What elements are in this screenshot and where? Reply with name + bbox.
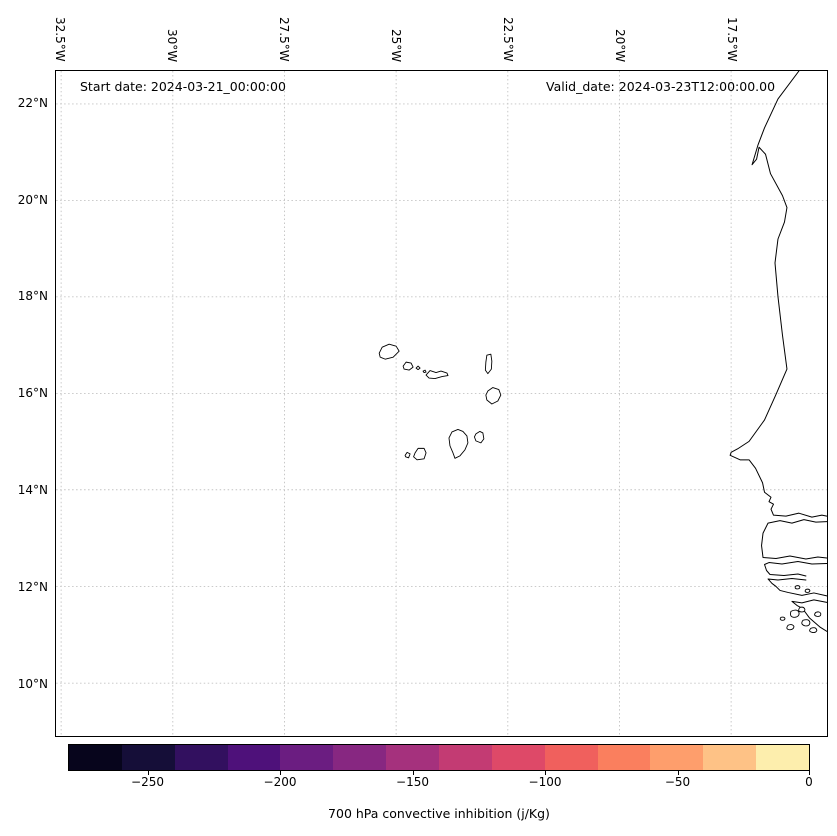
gridlines [56,71,827,736]
xtick-label-17-5w: 17.5°W [725,17,739,62]
map-axes: Start date: 2024-03-21_00:00:00 Valid_da… [55,70,828,737]
xtick-label-32-5w: 32.5°W [53,17,67,62]
colorbar-segment [491,745,545,770]
bijagos-islands-path [779,585,822,634]
colorbar-segment [756,745,810,770]
ytick-label-20n: 20°N [17,193,48,207]
xtick-label-20w: 20°W [613,28,627,62]
xtick-label-25w: 25°W [389,28,403,62]
colorbar-segment [544,745,598,770]
colorbar-tick-label: 0 [805,775,813,789]
colorbar-tick-label: −100 [528,775,562,789]
xtick-label-27-5w: 27.5°W [277,17,291,62]
colorbar-tick-label: −50 [664,775,691,789]
colorbar-segment [333,745,387,770]
colorbar-tick [677,771,679,775]
colorbar-segment [227,745,281,770]
colorbar-gradient [68,744,810,771]
colorbar-tick [809,771,810,775]
colorbar-segment [650,745,704,770]
colorbar: −250 −200 −150 −100 −50 0 700 hPa convec… [68,744,813,821]
colorbar-segment [597,745,651,770]
colorbar-tick [545,771,546,775]
colorbar-segment [174,745,228,770]
colorbar-segment [121,745,175,770]
colorbar-segment [439,745,492,770]
colorbar-tick-label: −200 [263,775,297,789]
ytick-label-22n: 22°N [17,96,48,110]
africa-coastline-path [729,71,827,632]
ytick-label-14n: 14°N [17,483,48,497]
colorbar-caption: 700 hPa convective inhibition (j/Kg) [328,806,550,821]
valid-date-label: Valid_date: 2024-03-23T12:00:00.00 [546,79,776,94]
colorbar-tick [147,771,149,775]
ytick-label-16n: 16°N [17,386,48,400]
colorbar-tick [280,771,281,775]
xtick-label-30w: 30°W [165,28,179,62]
capeverde-islands-path [378,343,502,461]
ytick-label-10n: 10°N [17,677,48,691]
map-canvas [56,71,827,736]
colorbar-tick-label: −150 [396,775,429,789]
colorbar-segment [280,745,334,770]
ytick-label-12n: 12°N [17,580,48,594]
colorbar-segment [703,745,757,770]
ytick-label-18n: 18°N [17,289,48,303]
colorbar-segment [69,745,122,770]
colorbar-tick [412,771,414,775]
colorbar-segment [386,745,440,770]
colorbar-tick-label: −250 [131,775,164,789]
xtick-label-22-5w: 22.5°W [501,17,515,62]
start-date-label: Start date: 2024-03-21_00:00:00 [80,79,286,94]
